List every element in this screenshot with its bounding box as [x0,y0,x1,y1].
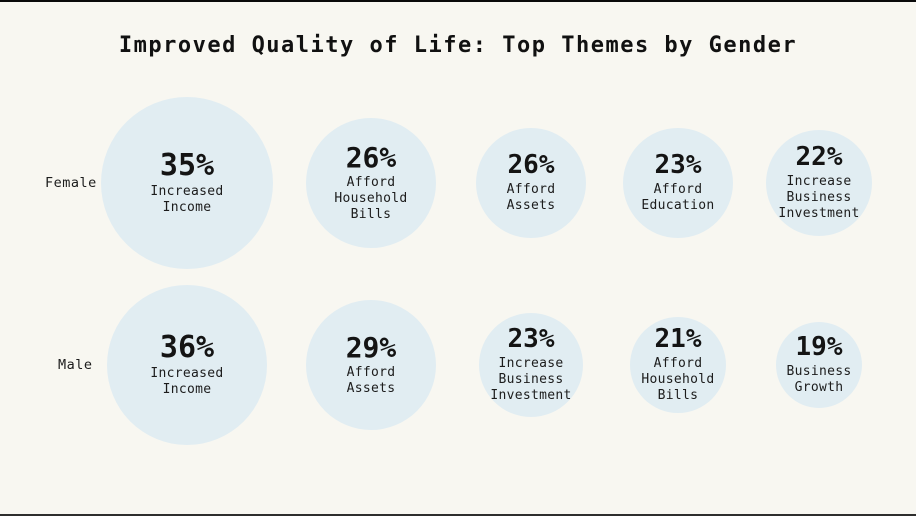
bubble-value: 29% [345,331,397,365]
bubble-male-3: 21% Afford Household Bills [630,317,726,413]
bottom-frame-line [0,514,916,516]
chart-title: Improved Quality of Life: Top Themes by … [118,33,798,58]
bubble-theme-label: Business Growth [786,363,852,395]
bubble-value: 23% [654,150,702,181]
bubble-female-1: 26% Afford Household Bills [306,118,436,248]
bubble-value: 19% [795,332,843,363]
bubble-theme-label: Increase Business Investment [490,355,572,403]
bubble-male-0: 36% Increased Income [107,285,267,445]
bubble-male-4: 19% Business Growth [776,322,862,408]
bubble-theme-label: Afford Education [641,181,715,213]
top-frame-line [0,0,916,2]
bubble-value: 35% [159,148,215,184]
bubble-value: 26% [345,141,397,175]
row-label-female: Female [45,175,97,191]
row-label-male: Male [58,357,93,373]
bubble-theme-label: Afford Assets [346,364,396,396]
bubble-male-1: 29% Afford Assets [306,300,436,430]
bubble-value: 26% [507,150,555,181]
bubble-theme-label: Increase Business Investment [778,173,860,221]
bubble-value: 22% [795,142,843,173]
bubble-value: 36% [159,330,215,366]
bubble-value: 21% [654,324,702,355]
bubble-theme-label: Increased Income [150,365,224,397]
bubble-theme-label: Afford Household Bills [641,355,715,403]
bubble-female-3: 23% Afford Education [623,128,733,238]
bubble-theme-label: Increased Income [150,183,224,215]
bubble-female-2: 26% Afford Assets [476,128,586,238]
bubble-female-4: 22% Increase Business Investment [766,130,872,236]
bubble-female-0: 35% Increased Income [101,97,273,269]
bubble-value: 23% [507,324,555,355]
bubble-theme-label: Afford Assets [506,181,556,213]
bubble-male-2: 23% Increase Business Investment [479,313,583,417]
bubble-theme-label: Afford Household Bills [334,174,408,222]
